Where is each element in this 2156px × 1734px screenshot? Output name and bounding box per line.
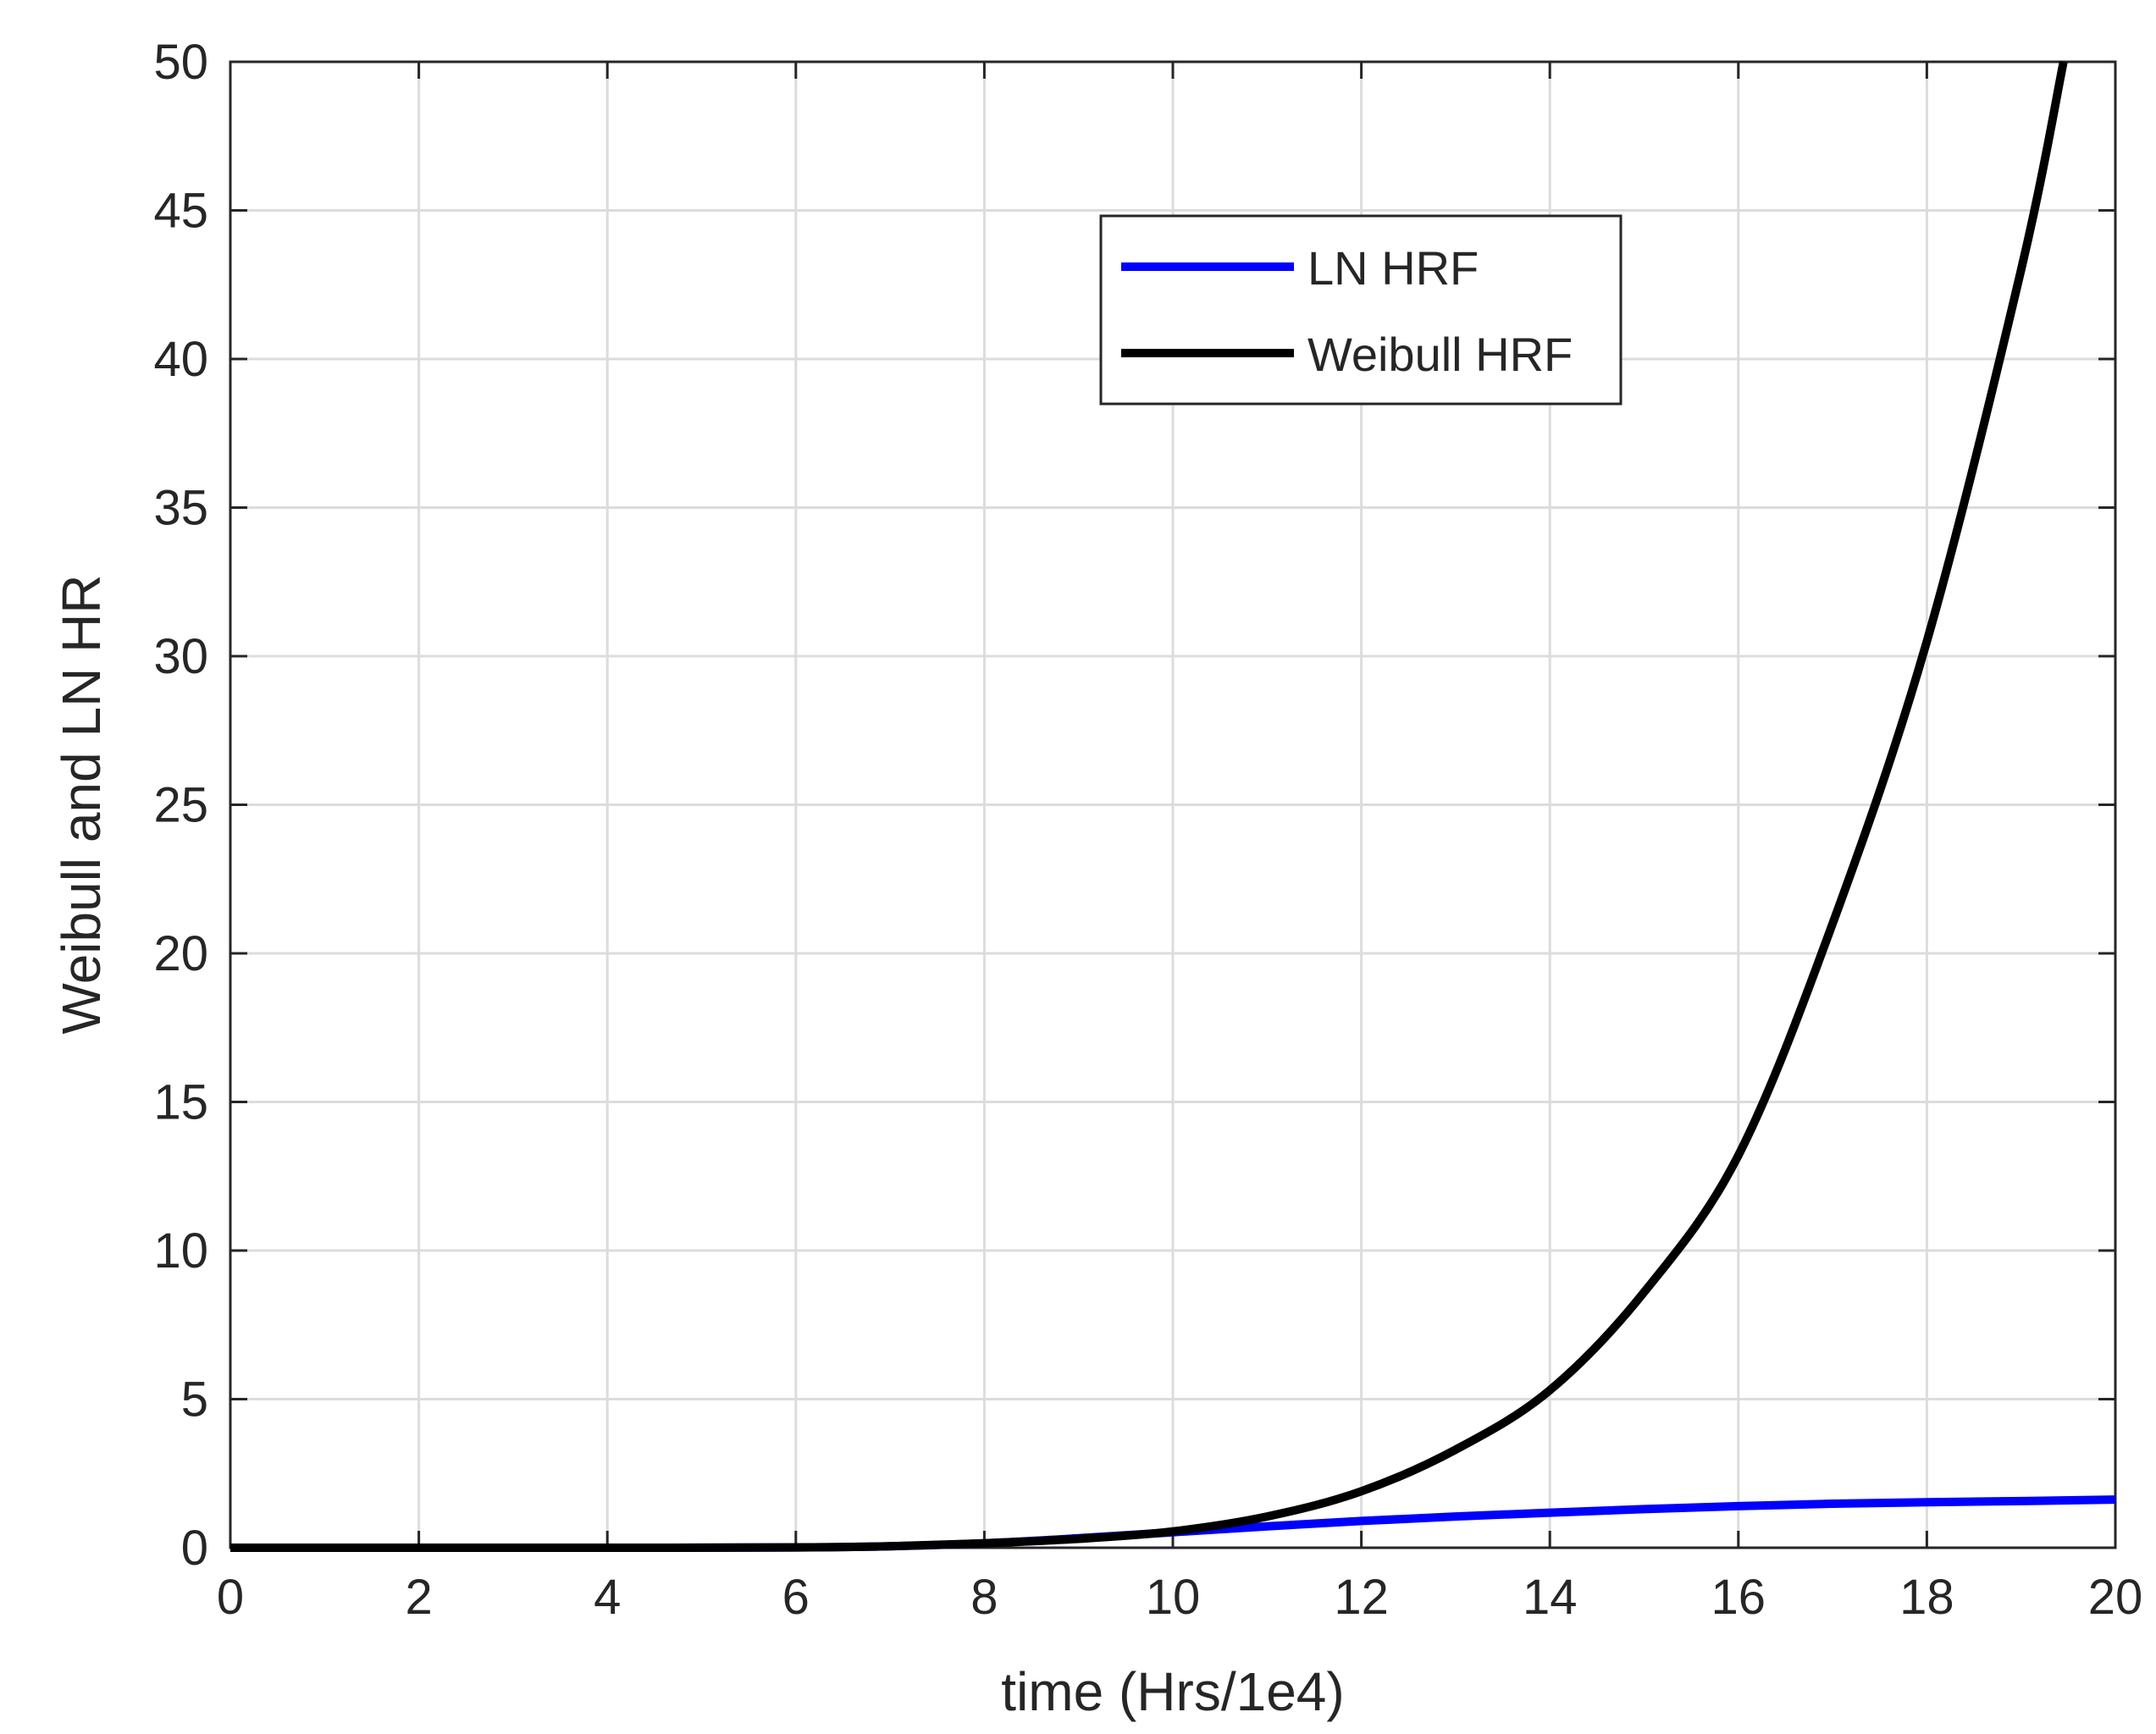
series-lines bbox=[229, 61, 2116, 1553]
legend-label-ln-hrf: LN HRF bbox=[1307, 241, 1479, 295]
y-tick-label: 35 bbox=[153, 481, 208, 536]
x-tick-label: 2 bbox=[405, 1570, 432, 1625]
x-tick-label: 18 bbox=[1899, 1570, 1954, 1625]
x-tick-label: 16 bbox=[1711, 1570, 1766, 1625]
x-tick-label: 20 bbox=[2088, 1570, 2143, 1625]
y-tick-label: 10 bbox=[153, 1223, 208, 1278]
series-line-weibull-hrf bbox=[229, 61, 2068, 1553]
y-tick-label: 30 bbox=[153, 629, 208, 684]
y-axis-label: Weibull and LN HR bbox=[51, 574, 112, 1034]
legend-label-weibull-hrf: Weibull HRF bbox=[1307, 328, 1573, 381]
y-tick-label: 45 bbox=[153, 184, 208, 239]
y-tick-label: 50 bbox=[153, 35, 208, 90]
x-tick-label: 4 bbox=[594, 1570, 621, 1625]
x-tick-label: 0 bbox=[217, 1570, 244, 1625]
x-tick-label: 14 bbox=[1523, 1570, 1578, 1625]
x-axis-label: time (Hrs/1e4) bbox=[1001, 1661, 1344, 1722]
x-tick-label: 8 bbox=[970, 1570, 998, 1625]
legend-box bbox=[1099, 214, 1623, 406]
y-tick-label: 25 bbox=[153, 778, 208, 833]
y-tick-label: 0 bbox=[181, 1521, 208, 1576]
axis-ticks: 0 2 4 6 8 10 12 14 16 18 20 0 5 10 15 20 25 30 35 40 45 50 bbox=[153, 35, 2142, 1625]
x-tick-label: 10 bbox=[1146, 1570, 1201, 1625]
y-tick-label: 5 bbox=[181, 1372, 208, 1428]
y-tick-label: 40 bbox=[153, 332, 208, 387]
x-tick-label: 12 bbox=[1334, 1570, 1389, 1625]
legend: LN HRF Weibull HRF bbox=[1099, 214, 1623, 406]
y-tick-label: 20 bbox=[153, 926, 208, 981]
y-tick-label: 15 bbox=[153, 1075, 208, 1130]
x-tick-label: 6 bbox=[782, 1570, 810, 1625]
